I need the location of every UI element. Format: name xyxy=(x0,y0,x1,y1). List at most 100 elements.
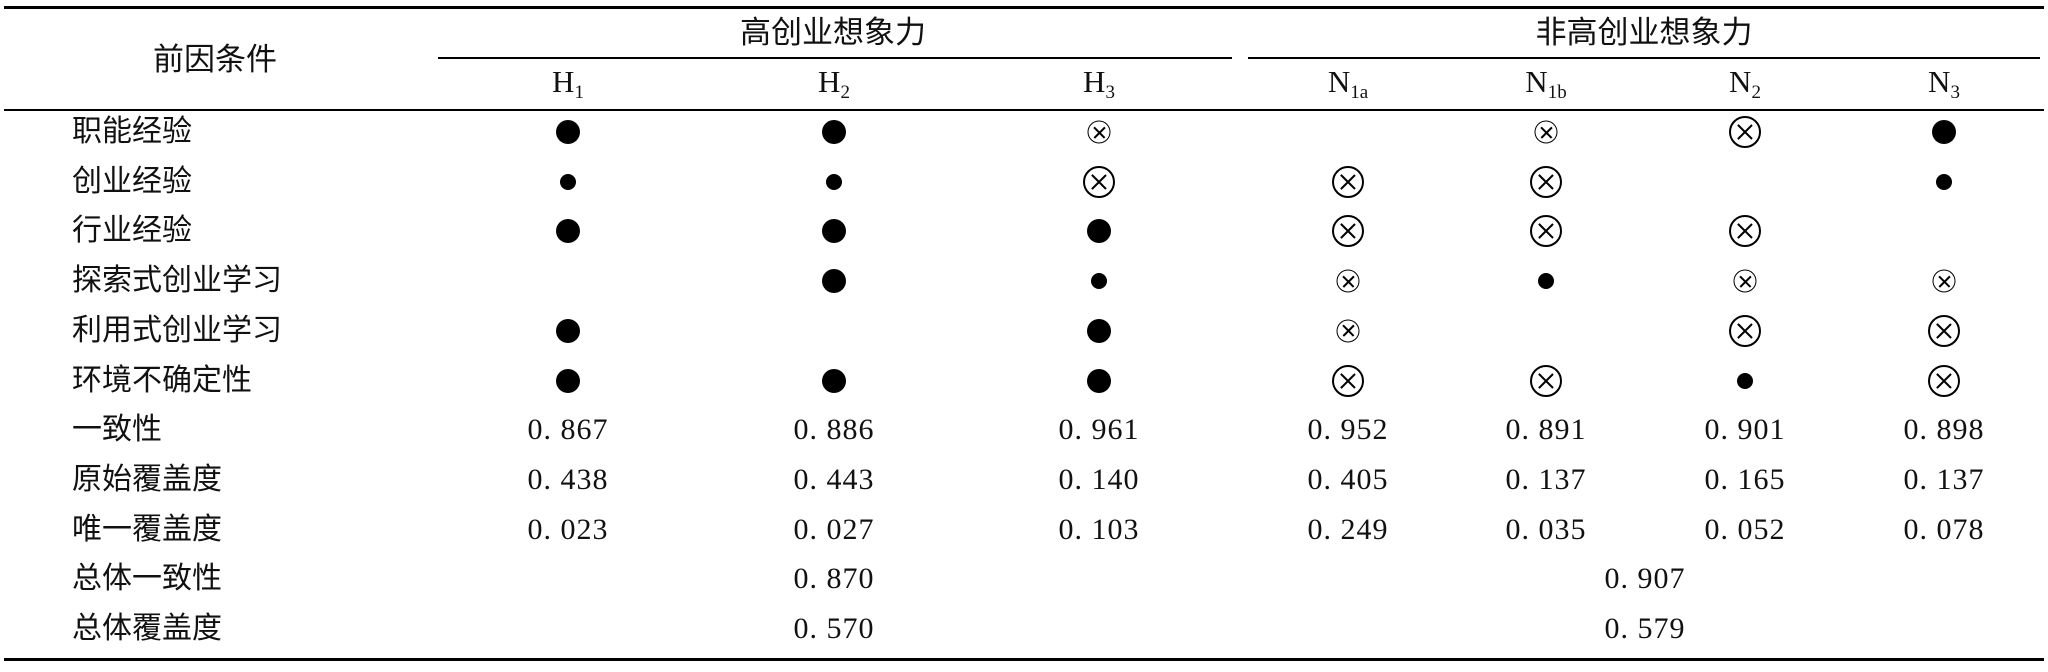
small-black-dot-icon xyxy=(1936,173,1952,190)
stat-value: 0. 103 xyxy=(1058,512,1140,546)
stat-value: 0. 165 xyxy=(1704,462,1786,496)
large-circled-cross-icon xyxy=(1530,215,1562,248)
column-header-base: H xyxy=(818,64,841,99)
row-label: 探索式创业学习 xyxy=(72,263,282,299)
large-circled-cross-icon xyxy=(1332,364,1364,397)
group-header-high: 高创业想象力 xyxy=(740,15,926,51)
column-header-base: N xyxy=(1327,64,1351,99)
header-rule xyxy=(4,109,2044,111)
corner-header: 前因条件 xyxy=(153,42,277,78)
large-black-dot-icon xyxy=(822,219,846,244)
stat-value: 0. 078 xyxy=(1903,512,1985,546)
large-black-dot-icon xyxy=(556,219,580,244)
row-label: 总体覆盖度 xyxy=(72,611,222,646)
large-black-dot-icon xyxy=(1932,120,1956,144)
large-black-dot-icon xyxy=(1087,219,1111,244)
large-circled-cross-icon xyxy=(1083,165,1115,198)
small-circled-cross-icon xyxy=(1733,269,1757,293)
large-circled-cross-icon xyxy=(1729,116,1761,148)
overall-value-non-high: 0. 907 xyxy=(1604,562,1686,596)
stat-value: 0. 249 xyxy=(1307,512,1389,546)
large-black-dot-icon xyxy=(822,120,846,144)
stat-value: 0. 140 xyxy=(1058,462,1140,496)
large-circled-cross-icon xyxy=(1332,215,1364,248)
small-circled-cross-icon xyxy=(1336,319,1360,343)
stat-value: 0. 901 xyxy=(1704,413,1786,447)
large-circled-cross-icon xyxy=(1332,165,1364,198)
small-black-dot-icon xyxy=(1737,372,1753,389)
stat-value: 0. 035 xyxy=(1505,512,1587,546)
overall-value-non-high: 0. 579 xyxy=(1604,612,1686,645)
small-black-dot-icon xyxy=(560,173,576,190)
column-header-base: N xyxy=(1729,64,1752,99)
large-black-dot-icon xyxy=(556,318,580,343)
column-header-subscript: 3 xyxy=(1950,82,1960,103)
large-black-dot-icon xyxy=(556,368,580,393)
small-circled-cross-icon xyxy=(1336,269,1360,293)
column-header-base: H xyxy=(1083,64,1106,99)
row-label: 行业经验 xyxy=(72,213,192,249)
column-header-subscript: 3 xyxy=(1105,82,1115,103)
stat-value: 0. 886 xyxy=(793,413,875,447)
large-black-dot-icon xyxy=(1087,368,1111,393)
row-label: 利用式创业学习 xyxy=(72,312,282,348)
overall-value-high: 0. 570 xyxy=(793,612,875,645)
stat-value: 0. 027 xyxy=(793,512,875,546)
column-header-subscript: 1 xyxy=(574,82,584,103)
column-header-base: N xyxy=(1525,64,1548,99)
small-circled-cross-icon xyxy=(1087,120,1111,144)
stat-value: 0. 438 xyxy=(527,462,609,496)
stat-value: 0. 867 xyxy=(527,413,609,447)
stat-value: 0. 898 xyxy=(1903,413,1985,447)
row-label: 唯一覆盖度 xyxy=(72,511,222,547)
large-black-dot-icon xyxy=(822,368,846,393)
small-black-dot-icon xyxy=(826,173,842,190)
large-circled-cross-icon xyxy=(1928,364,1960,397)
stat-value: 0. 023 xyxy=(527,512,609,546)
large-circled-cross-icon xyxy=(1729,215,1761,248)
column-header-n2: N2 xyxy=(1729,62,1761,113)
stat-value: 0. 405 xyxy=(1307,462,1389,496)
row-label: 总体一致性 xyxy=(72,561,222,597)
small-black-dot-icon xyxy=(1538,273,1554,290)
column-header-n3: N3 xyxy=(1928,62,1960,113)
top-rule xyxy=(4,6,2044,9)
column-header-h2: H2 xyxy=(818,62,850,113)
bottom-rule xyxy=(4,658,2044,661)
column-header-n1b: N1b xyxy=(1525,62,1566,113)
group-header-non-high: 非高创业想象力 xyxy=(1535,15,1753,51)
row-label: 职能经验 xyxy=(72,114,192,149)
group-rule-high xyxy=(438,57,1232,59)
column-header-subscript: 2 xyxy=(1751,82,1761,103)
column-header-n1a: N1a xyxy=(1328,62,1368,113)
small-circled-cross-icon xyxy=(1534,120,1558,144)
stat-value: 0. 952 xyxy=(1307,413,1389,447)
large-black-dot-icon xyxy=(1087,318,1111,343)
stat-value: 0. 891 xyxy=(1505,413,1587,447)
large-circled-cross-icon xyxy=(1928,314,1960,347)
small-black-dot-icon xyxy=(1091,273,1107,290)
small-circled-cross-icon xyxy=(1932,269,1956,293)
stat-value: 0. 961 xyxy=(1058,413,1140,447)
row-label: 一致性 xyxy=(72,412,162,448)
column-header-subscript: 1b xyxy=(1547,82,1567,103)
row-label: 环境不确定性 xyxy=(72,362,252,398)
column-header-subscript: 2 xyxy=(840,82,850,103)
column-header-base: H xyxy=(552,64,575,99)
stat-value: 0. 137 xyxy=(1903,462,1985,496)
column-header-base: N xyxy=(1928,64,1951,99)
column-header-subscript: 1a xyxy=(1350,82,1369,103)
row-label: 创业经验 xyxy=(72,163,192,199)
group-rule-non-high xyxy=(1248,57,2040,59)
large-circled-cross-icon xyxy=(1530,364,1562,397)
column-header-h1: H1 xyxy=(552,62,584,113)
overall-value-high: 0. 870 xyxy=(793,562,875,596)
large-black-dot-icon xyxy=(556,120,580,144)
stat-value: 0. 052 xyxy=(1704,512,1786,546)
row-label: 原始覆盖度 xyxy=(72,461,222,497)
large-circled-cross-icon xyxy=(1530,165,1562,198)
large-circled-cross-icon xyxy=(1729,314,1761,347)
stat-value: 0. 443 xyxy=(793,462,875,496)
stat-value: 0. 137 xyxy=(1505,462,1587,496)
column-header-h3: H3 xyxy=(1083,62,1115,113)
